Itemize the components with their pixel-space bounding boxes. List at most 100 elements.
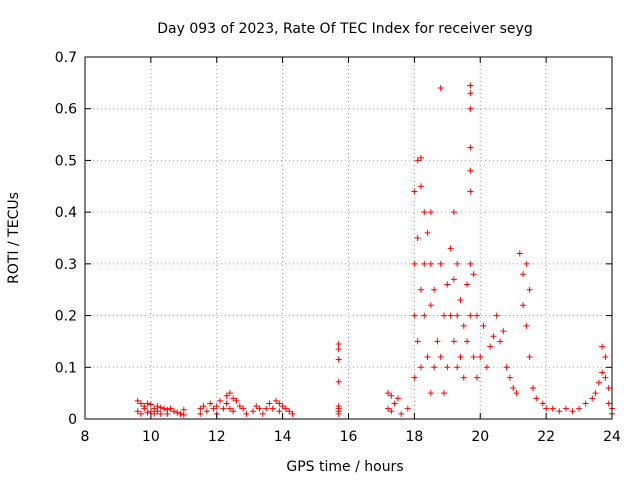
data-point	[487, 343, 494, 350]
data-point	[207, 400, 214, 407]
data-point	[444, 281, 451, 288]
data-point	[269, 405, 276, 412]
data-point	[217, 397, 224, 404]
data-point	[447, 245, 454, 252]
data-point	[137, 400, 144, 407]
data-point	[226, 405, 233, 412]
data-point	[335, 341, 342, 348]
data-point	[510, 384, 517, 391]
data-point	[180, 411, 187, 418]
data-point	[335, 378, 342, 385]
data-point	[417, 154, 424, 161]
y-tick-label: 0.2	[55, 309, 77, 325]
x-tick-label: 14	[274, 429, 292, 445]
y-tick-label: 0	[68, 412, 77, 428]
data-point	[197, 405, 204, 412]
x-tick-label: 22	[537, 429, 555, 445]
data-point	[605, 384, 612, 391]
data-point	[289, 410, 296, 417]
data-point	[437, 85, 444, 92]
data-point	[134, 408, 141, 415]
data-point	[589, 395, 596, 402]
data-point	[467, 105, 474, 112]
data-point	[523, 322, 530, 329]
data-point	[223, 392, 230, 399]
data-point	[223, 400, 230, 407]
data-point	[427, 260, 434, 267]
data-point	[493, 312, 500, 319]
data-point	[503, 364, 510, 371]
data-point	[385, 405, 392, 412]
data-point	[404, 405, 411, 412]
data-point	[170, 408, 177, 415]
data-point	[460, 322, 467, 329]
axes: 8 10 12 14 16 18 20 22 24 0 0.1 0.2 0.3 0.4 0.5 0.6 0.7	[55, 50, 621, 445]
data-point	[200, 403, 207, 410]
data-point	[467, 312, 474, 319]
data-point	[226, 390, 233, 397]
data-point	[167, 405, 174, 412]
data-point	[450, 209, 457, 216]
data-point	[427, 302, 434, 309]
data-point	[279, 403, 286, 410]
data-point	[444, 364, 451, 371]
data-point	[137, 410, 144, 417]
data-point	[490, 333, 497, 340]
data-point	[164, 410, 171, 417]
data-point	[460, 374, 467, 381]
data-point	[161, 405, 168, 412]
data-point	[497, 338, 504, 345]
data-point	[233, 397, 240, 404]
data-point	[335, 346, 342, 353]
data-point	[253, 403, 260, 410]
data-point	[483, 364, 490, 371]
data-point	[480, 322, 487, 329]
data-point	[500, 328, 507, 335]
data-point	[276, 408, 283, 415]
data-point	[411, 374, 418, 381]
data-point	[243, 410, 250, 417]
data-point	[259, 410, 266, 417]
y-tick-label: 0.7	[55, 50, 77, 66]
data-point	[421, 312, 428, 319]
data-point	[539, 400, 546, 407]
data-point	[437, 260, 444, 267]
x-tick-label: 10	[142, 429, 160, 445]
data-point	[582, 400, 589, 407]
data-point	[457, 353, 464, 360]
data-point	[424, 229, 431, 236]
data-point	[388, 392, 395, 399]
data-point	[417, 364, 424, 371]
data-point	[431, 286, 438, 293]
data-point	[467, 188, 474, 195]
data-point	[213, 403, 220, 410]
data-point	[523, 260, 530, 267]
data-point	[464, 281, 471, 288]
data-point	[144, 409, 151, 416]
data-point	[335, 410, 342, 417]
x-tick-label: 24	[603, 429, 621, 445]
data-point	[454, 260, 461, 267]
data-point	[467, 144, 474, 151]
x-tick-label: 16	[340, 429, 358, 445]
data-point	[526, 353, 533, 360]
data-points	[134, 82, 615, 418]
data-point	[454, 364, 461, 371]
data-point	[605, 400, 612, 407]
data-point	[454, 312, 461, 319]
data-point	[144, 400, 151, 407]
data-point	[599, 343, 606, 350]
data-point	[210, 405, 217, 412]
data-point	[427, 390, 434, 397]
data-point	[421, 260, 428, 267]
data-point	[549, 405, 556, 412]
data-point	[543, 405, 550, 412]
data-point	[417, 183, 424, 190]
data-point	[157, 404, 164, 411]
y-tick-label: 0.1	[55, 360, 77, 376]
data-point	[457, 297, 464, 304]
data-point	[576, 405, 583, 412]
data-point	[506, 374, 513, 381]
data-point	[520, 271, 527, 278]
